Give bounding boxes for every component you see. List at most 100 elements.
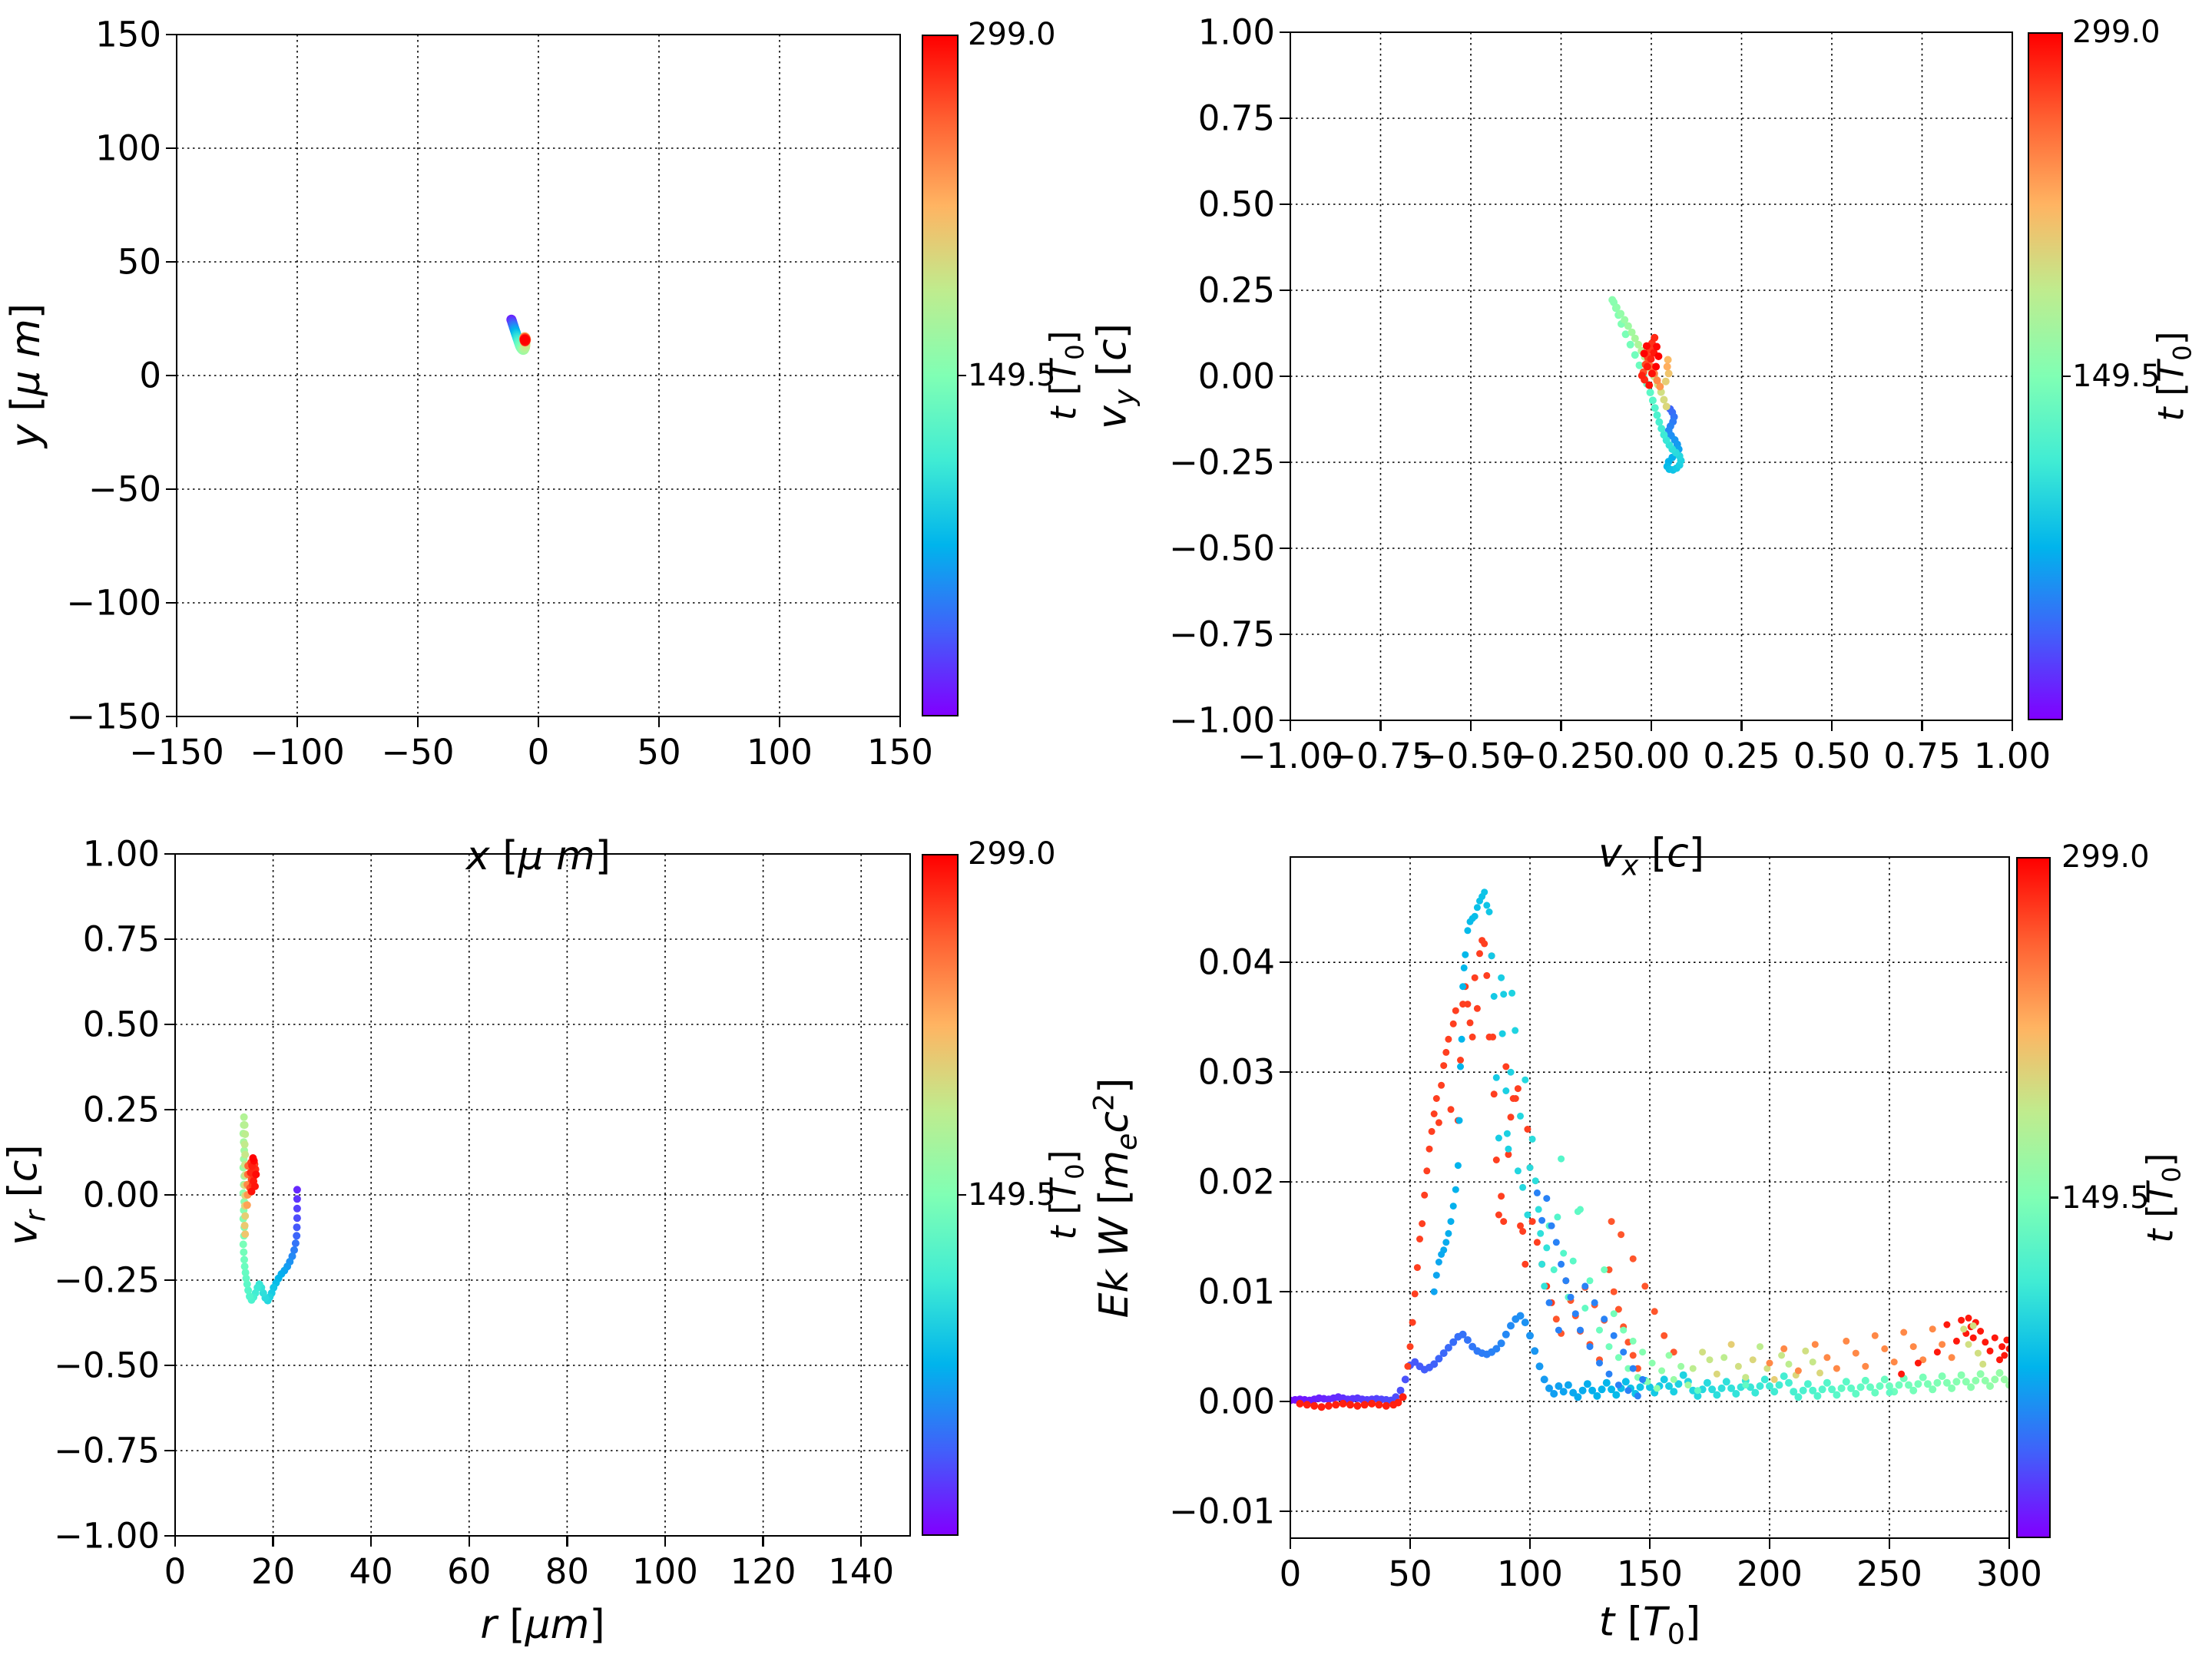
y-tick-mark	[164, 1279, 175, 1282]
colorbar-tick-mark	[959, 1193, 966, 1196]
y-tick-label: −0.25	[1169, 442, 1275, 483]
x-tick-mark	[369, 1536, 373, 1547]
data-point	[1664, 369, 1673, 378]
y-tick-mark	[166, 147, 177, 150]
data-point	[1473, 904, 1481, 912]
data-point	[1898, 1370, 1906, 1378]
data-point	[1653, 376, 1661, 385]
data-point	[1550, 1390, 1558, 1398]
data-point	[1471, 912, 1479, 920]
data-point	[293, 1214, 301, 1223]
data-point	[1522, 1076, 1529, 1084]
data-point	[1948, 1384, 1956, 1392]
data-point	[293, 1204, 301, 1213]
y-tick-label: −50	[88, 468, 161, 510]
data-point	[1876, 1382, 1884, 1390]
series-blue-descent	[1533, 1189, 1647, 1400]
data-point	[1430, 1288, 1438, 1295]
data-point	[1866, 1383, 1874, 1391]
data-point	[1481, 940, 1488, 948]
data-point	[1601, 1266, 1608, 1273]
x-tick-label: 100	[1497, 1554, 1563, 1594]
x-tick-label: 50	[637, 732, 681, 773]
data-point	[1938, 1372, 1946, 1381]
data-point	[1986, 1347, 1994, 1355]
x-tick-mark	[1768, 1538, 1771, 1549]
data-point	[1914, 1359, 1922, 1367]
data-point	[1490, 993, 1498, 1000]
x-tick-mark	[537, 716, 540, 727]
series-cyan-scatter	[1492, 974, 1551, 1290]
plot-area-velocity-space	[1290, 32, 2012, 720]
data-point	[1856, 1383, 1865, 1391]
data-point	[1605, 1266, 1613, 1273]
y-tick-label: 0.25	[82, 1089, 160, 1130]
data-point	[1608, 1385, 1616, 1394]
data-point	[1749, 1356, 1757, 1364]
data-point	[293, 1232, 301, 1240]
data-point	[241, 1269, 250, 1277]
y-tick-mark	[164, 1193, 175, 1196]
data-point	[1852, 1349, 1859, 1357]
data-point	[1447, 1218, 1455, 1226]
data-point	[1639, 1348, 1647, 1356]
x-tick-mark	[1469, 720, 1472, 731]
data-point	[240, 1121, 249, 1129]
plot-area-position-space	[177, 35, 900, 716]
data-point	[240, 1222, 249, 1229]
data-point	[1442, 1048, 1450, 1056]
data-point	[1490, 1090, 1498, 1098]
data-point	[1332, 1401, 1340, 1409]
x-tick-label: 0.75	[1883, 736, 1961, 776]
data-point	[1803, 1380, 1812, 1388]
data-point	[1641, 1282, 1649, 1290]
data-point	[1406, 1343, 1414, 1351]
data-point	[1552, 1239, 1560, 1246]
data-point	[1537, 1229, 1545, 1237]
y-tick-label: −0.25	[54, 1259, 160, 1301]
data-point	[1706, 1356, 1714, 1364]
data-point	[1965, 1314, 1972, 1322]
data-point	[1785, 1360, 1793, 1368]
data-point	[1447, 1106, 1455, 1113]
data-point	[1426, 1145, 1433, 1153]
data-point	[1521, 1319, 1529, 1327]
x-tick-label: 0.25	[1703, 736, 1780, 776]
y-tick-label: 0.01	[1197, 1271, 1275, 1312]
data-point	[1654, 352, 1663, 360]
y-tick-mark	[1280, 633, 1290, 636]
data-point	[1394, 1398, 1402, 1407]
y-tick-label: −100	[66, 582, 161, 624]
colorbar-tick-label: 149.5	[2061, 1180, 2150, 1216]
data-point	[1661, 377, 1670, 385]
data-point	[1610, 1288, 1618, 1295]
data-point	[1317, 1403, 1326, 1411]
data-point	[1642, 342, 1651, 350]
y-axis-label: vy [c]	[1089, 323, 1141, 430]
colorbar-title: t [T0]	[2139, 1152, 2187, 1243]
data-point	[1564, 1381, 1572, 1389]
data-point	[1495, 1134, 1502, 1142]
data-point	[1498, 1030, 1506, 1037]
data-point	[2005, 1381, 2009, 1389]
y-tick-label: −0.75	[1169, 614, 1275, 655]
data-point	[1545, 1299, 1553, 1306]
data-point	[1571, 1310, 1579, 1318]
data-point	[1742, 1374, 1750, 1381]
data-point	[1505, 1145, 1512, 1153]
data-point	[244, 1286, 253, 1295]
data-point	[1624, 1387, 1632, 1395]
data-point	[1833, 1365, 1840, 1372]
data-point	[1809, 1358, 1816, 1366]
data-point	[1540, 1375, 1548, 1384]
y-tick-label: 150	[95, 14, 161, 55]
data-point	[1699, 1348, 1707, 1356]
x-tick-label: 60	[447, 1551, 492, 1592]
y-tick-mark	[1280, 1400, 1290, 1403]
colorbar-tick-label: 299.0	[2061, 839, 2150, 875]
y-tick-mark	[164, 1449, 175, 1452]
colorbar-tick-label: 149.5	[2072, 359, 2161, 394]
x-tick-mark	[899, 716, 902, 727]
data-point	[1428, 1127, 1435, 1135]
data-point	[1665, 1382, 1673, 1390]
